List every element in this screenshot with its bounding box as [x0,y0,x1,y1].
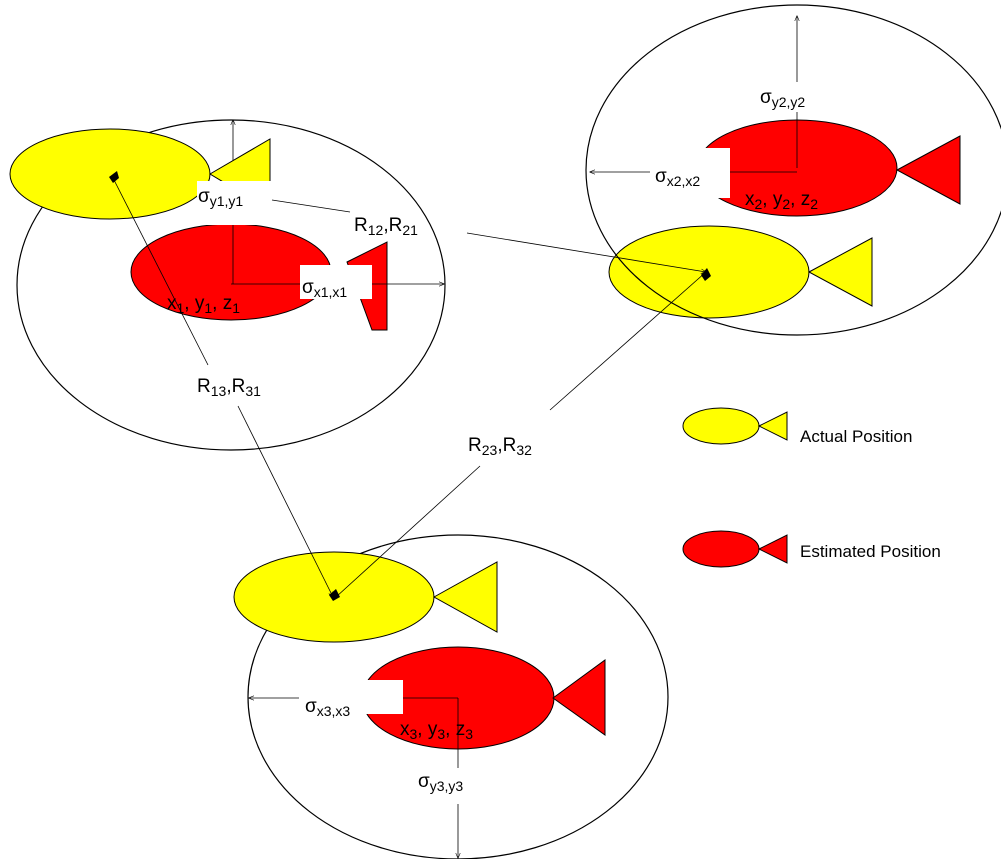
node-2-actual-center-marker [701,268,711,281]
node-2-uncertainty-circle [585,4,1001,336]
node-3-sigma-x-label: σx3,x3 [305,696,350,719]
node-2-sigma-y-base: σ [760,87,772,108]
node-2-estimate-coords: x2, y2, z2 [745,189,818,212]
node-2-estimated-tail [895,135,961,205]
legend: Actual Position Estimated Position [682,407,941,568]
node-1-sigma-y-label: σy1,y1 [198,186,243,209]
node-1-sigma-x-label-bg [300,265,372,299]
node-3-estimated-tail [552,659,606,736]
legend-estimated-label: Estimated Position [800,542,941,561]
node-3-actual-tail [432,561,498,633]
range-13-line-b [237,405,333,597]
range-13-label: R13,R31 [197,376,261,399]
node-3-actual-center-marker [329,589,340,601]
range-lines [112,176,706,597]
node-1-group: σx1,x1 σy1,y1 x1, y1, z1 [9,119,446,451]
node-1-actual-center-marker [109,171,119,183]
node-3-sigma-y-sub: y3,y3 [430,778,464,794]
node-1-sigma-x-label: σx1,x1 [302,277,347,300]
range-12-label: R12,R21 [354,215,418,238]
node-1-sigma-y-label-bg [197,181,275,225]
node-2-actual-fish [608,225,873,319]
node-3-actual-fish [233,551,498,643]
legend-estimated-tail [757,534,788,564]
node-2-estimated-fish [696,119,961,217]
node-1-sigma-x-sub: x1,x1 [314,284,348,300]
node-2-sigma-y-label: σy2,y2 [760,87,805,110]
node-1-sigma-x-base: σ [302,277,314,298]
range-23-line-a [335,465,481,598]
node-1-actual-body [9,128,211,220]
node-3-sigma-y-base: σ [418,771,430,792]
node-2-sigma-y-label-bg [758,82,832,112]
range-12-line-b [466,232,706,272]
node-2-actual-tail [807,237,873,307]
node-1-sigma-y-base: σ [198,186,210,207]
node-3-sigma-x-base: σ [305,696,317,717]
node-3-group: σx3,x3 σy3,y3 x3, y3, z3 [233,534,669,859]
node-2-sigma-x-base: σ [655,166,667,187]
node-3-sigma-y-label: σy3,y3 [418,771,463,794]
range-23-label: R23,R32 [468,435,532,458]
node-3-sigma-x-sub: x3,x3 [317,703,351,719]
node-3-estimate-coords: x3, y3, z3 [400,719,473,742]
legend-actual-tail [757,411,788,441]
legend-actual-label: Actual Position [800,427,912,446]
node-1-sigma-y-sub: y1,y1 [210,193,244,209]
node-2-sigma-y-sub: y2,y2 [772,94,806,110]
node-3-sigma-x-label-bg [299,680,403,714]
range-23-line-b [549,272,706,411]
range-12-line-a [271,199,351,213]
legend-item-estimated: Estimated Position [682,530,941,568]
node-3-sigma-y-label-bg [408,768,496,804]
legend-item-actual: Actual Position [682,407,912,446]
node-1-estimate-coords: x1, y1, z1 [167,293,240,316]
node-2-group: σx2,x2 σy2,y2 x2, y2, z2 [585,4,1001,336]
node-3-uncertainty-circle [247,534,669,859]
legend-actual-body [682,407,760,445]
node-2-sigma-x-label: σx2,x2 [655,166,700,189]
node-2-sigma-x-label-bg [650,148,730,198]
node-2-sigma-x-sub: x2,x2 [667,173,701,189]
legend-estimated-body [682,530,760,568]
range-13-line-a [112,176,209,366]
